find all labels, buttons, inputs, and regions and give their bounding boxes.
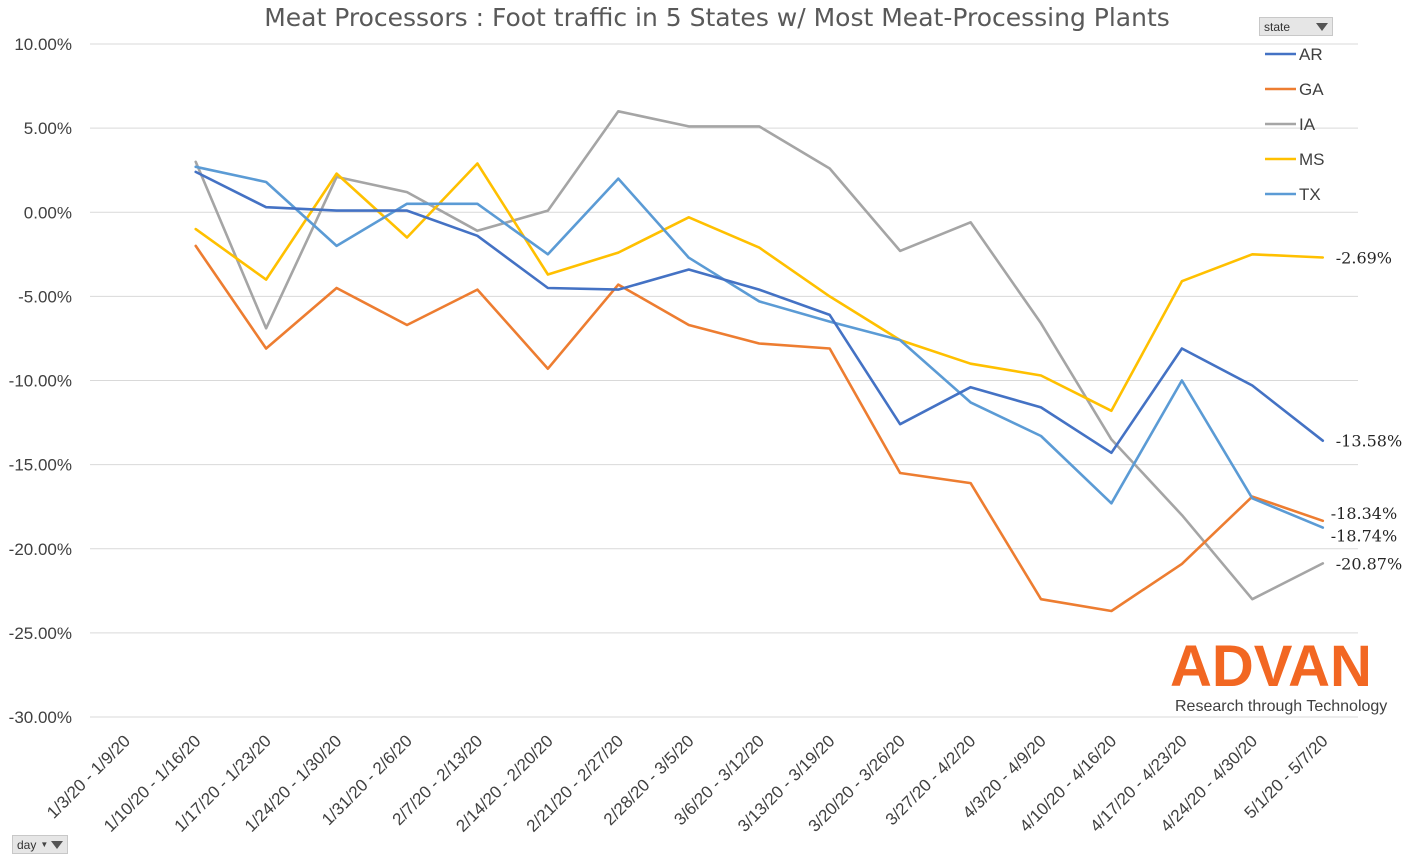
logo-brand: ADVAN xyxy=(1170,634,1372,699)
series-line-ar xyxy=(194,170,1325,455)
data-label-ms: -2.69% xyxy=(1336,249,1392,268)
legend-label-tx: TX xyxy=(1299,185,1321,204)
series-lines xyxy=(194,110,1325,613)
series-line-ia xyxy=(194,110,1325,601)
y-tick-label: 5.00% xyxy=(24,119,72,138)
series-line-tx xyxy=(194,165,1325,529)
state-filter-button[interactable]: state xyxy=(1259,17,1333,36)
legend-label-ga: GA xyxy=(1299,80,1324,99)
chart-title: Meat Processors : Foot traffic in 5 Stat… xyxy=(264,3,1170,32)
legend: AR GA IA MS TX xyxy=(1265,45,1325,204)
logo-tagline: Research through Technology xyxy=(1175,698,1388,715)
state-filter-label: state xyxy=(1264,19,1291,34)
dropdown-arrow-icon: ▼ xyxy=(40,840,49,849)
data-label-ar: -13.58% xyxy=(1336,432,1402,451)
y-axis-ticks: 10.00% 5.00% 0.00% -5.00% -10.00% -15.00% -20.… xyxy=(9,35,72,727)
filter-funnel-icon xyxy=(1316,22,1328,31)
day-filter-button[interactable]: day ▼ xyxy=(12,835,68,854)
y-tick-label: 0.00% xyxy=(24,203,72,222)
legend-label-ms: MS xyxy=(1299,150,1325,169)
series-line-ms xyxy=(194,162,1325,413)
series-line-ga xyxy=(194,244,1325,613)
y-tick-label: -25.00% xyxy=(9,624,72,643)
y-tick-label: -10.00% xyxy=(9,372,72,391)
legend-label-ar: AR xyxy=(1299,45,1323,64)
legend-label-ia: IA xyxy=(1299,115,1316,134)
y-tick-label: -30.00% xyxy=(9,708,72,727)
end-labels: -13.58% -18.34% -20.87% -2.69% -18.74% xyxy=(1331,249,1402,574)
y-tick-label: -20.00% xyxy=(9,540,72,559)
data-label-tx: -18.74% xyxy=(1331,527,1397,546)
advan-logo: ADVAN Research through Technology xyxy=(1170,638,1415,716)
day-filter-label: day xyxy=(17,837,37,852)
y-tick-label: 10.00% xyxy=(14,35,72,54)
data-label-ga: -18.34% xyxy=(1331,504,1397,523)
y-tick-label: -5.00% xyxy=(18,287,72,306)
data-label-ia: -20.87% xyxy=(1336,554,1402,573)
y-tick-label: -15.00% xyxy=(9,456,72,475)
x-axis-ticks: 1/3/20 - 1/9/201/10/20 - 1/16/201/17/20 … xyxy=(43,731,1332,835)
filter-funnel-icon xyxy=(51,840,63,849)
gridlines xyxy=(90,43,1358,718)
